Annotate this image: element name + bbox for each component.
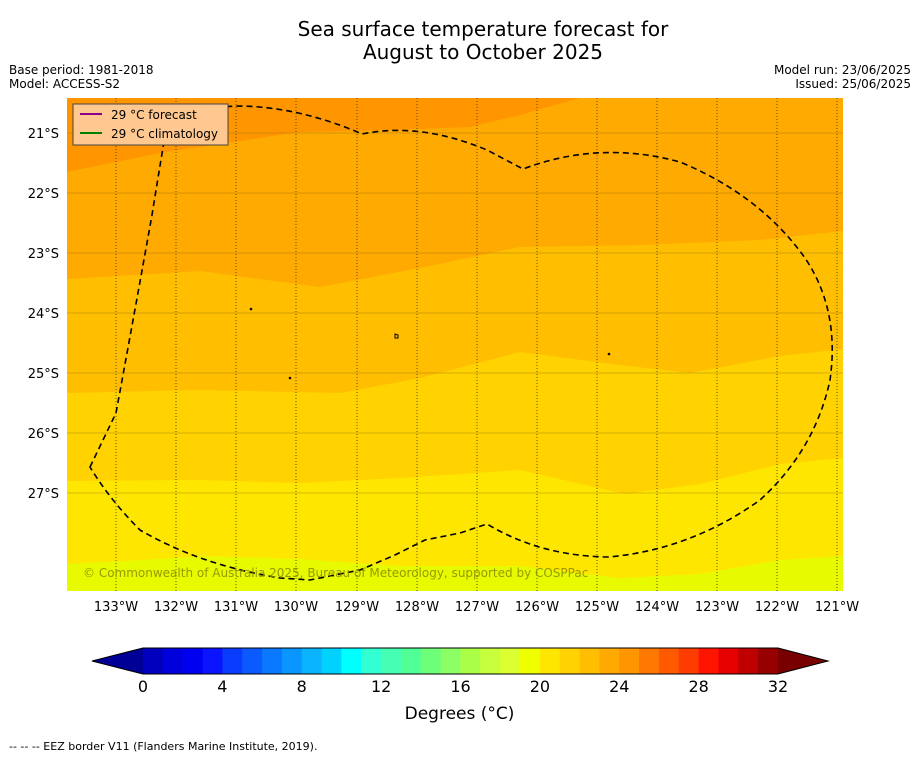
colorbar-segment [658, 648, 680, 674]
colorbar-segment [361, 648, 382, 674]
title-line-2: August to October 2025 [362, 40, 604, 64]
colorbar-tick-label: 20 [530, 677, 550, 696]
lon-label: 126°W [515, 600, 559, 615]
lon-label: 127°W [455, 600, 499, 615]
colorbar-segment [281, 648, 303, 674]
colorbar-tick-label: 0 [138, 677, 148, 696]
island [249, 307, 253, 311]
colorbar-segment [579, 648, 600, 674]
issued-date: Issued: 25/06/2025 [795, 77, 911, 91]
lon-label: 122°W [755, 600, 799, 615]
lat-label: 24°S [28, 307, 59, 322]
lon-label: 131°W [214, 600, 258, 615]
colorbar-segment [400, 648, 422, 674]
colorbar-extend-low [92, 648, 143, 674]
colorbar-segment [460, 648, 481, 674]
colorbar-tick-label: 12 [371, 677, 391, 696]
lat-label: 23°S [28, 247, 59, 262]
colorbar-segment [222, 648, 243, 674]
islands [249, 307, 611, 380]
legend-climatology-label: 29 °C climatology [111, 127, 218, 141]
lon-label: 123°W [695, 600, 739, 615]
colorbar-tick-label: 24 [609, 677, 629, 696]
colorbar-segment [202, 648, 223, 674]
colorbar-tick-label: 28 [688, 677, 708, 696]
lat-label: 27°S [28, 487, 59, 502]
colorbar-segment [480, 648, 501, 674]
colorbar-segment [698, 648, 719, 674]
lat-label: 25°S [28, 367, 59, 382]
lon-label: 124°W [635, 600, 679, 615]
colorbar-segment [301, 648, 323, 674]
colorbar-segment [341, 648, 362, 674]
colorbar-segment [321, 648, 342, 674]
legend-box: 29 °C forecast 29 °C climatology [72, 103, 229, 146]
colorbar-segment [420, 648, 442, 674]
colorbar-segment [440, 648, 461, 674]
colorbar-outline [91, 647, 830, 675]
colorbar-segment [559, 648, 581, 674]
colorbar-segment [718, 648, 739, 674]
lon-label: 129°W [335, 600, 379, 615]
meta-left: Base period: 1981-2018 Model: ACCESS-S2 [9, 63, 154, 91]
lat-label: 21°S [28, 127, 59, 142]
colorbar-ticks: 0 4 8 12 16 20 24 28 32 [138, 677, 788, 696]
colorbar [91, 647, 830, 675]
island [394, 333, 399, 339]
lon-label: 121°W [815, 600, 859, 615]
sst-field [67, 98, 843, 591]
colorbar-segment [639, 648, 660, 674]
model-run: Model run: 23/06/2025 [773, 63, 911, 77]
band-22-23 [67, 98, 843, 287]
colorbar-extend-high [778, 648, 828, 674]
title-line-1: Sea surface temperature forecast for [297, 17, 669, 41]
map-title: Sea surface temperature forecast for Aug… [0, 18, 919, 64]
lat-label: 22°S [28, 187, 59, 202]
colorbar-segment [758, 648, 779, 674]
lon-axis-labels: 133°W 132°W 131°W 130°W 129°W 128°W 127°… [94, 600, 859, 615]
colorbar-segment [182, 648, 204, 674]
lat-axis-labels: 21°S 22°S 23°S 24°S 25°S 26°S 27°S [28, 127, 59, 502]
colorbar-segment [242, 648, 263, 674]
colorbar-segment [381, 648, 402, 674]
colorbar-title: Degrees (°C) [404, 704, 515, 724]
lat-label: 26°S [28, 427, 59, 442]
legend-forecast-label: 29 °C forecast [111, 108, 197, 122]
model-name: Model: ACCESS-S2 [9, 77, 121, 91]
copyright-notice: © Commonwealth of Australia 2025, Bureau… [83, 566, 588, 580]
lon-label: 132°W [154, 600, 198, 615]
colorbar-tick-label: 32 [768, 677, 788, 696]
colorbar-segment [262, 648, 283, 674]
colorbar-tick-label: 4 [217, 677, 227, 696]
lon-label: 130°W [274, 600, 318, 615]
colorbar-segment [619, 648, 640, 674]
colorbar-segment [599, 648, 620, 674]
colorbar-segment [539, 648, 561, 674]
island [288, 376, 292, 380]
colorbar-segment [143, 648, 164, 674]
eez-footnote: -- -- -- EEZ border V11 (Flanders Marine… [9, 740, 318, 753]
meta-right: Model run: 23/06/2025 Issued: 25/06/2025 [774, 63, 911, 91]
colorbar-segment [678, 648, 700, 674]
colorbar-tick-label: 8 [297, 677, 307, 696]
graticule [115, 98, 838, 591]
colorbar-tick-label: 16 [450, 677, 470, 696]
lon-label: 133°W [94, 600, 138, 615]
colorbar-segment [520, 648, 541, 674]
island [607, 352, 611, 356]
lon-label: 125°W [575, 600, 619, 615]
colorbar-segment [162, 648, 184, 674]
colorbar-segment [500, 648, 521, 674]
lon-label: 128°W [395, 600, 439, 615]
colorbar-segment [738, 648, 759, 674]
base-period: Base period: 1981-2018 [9, 63, 154, 77]
